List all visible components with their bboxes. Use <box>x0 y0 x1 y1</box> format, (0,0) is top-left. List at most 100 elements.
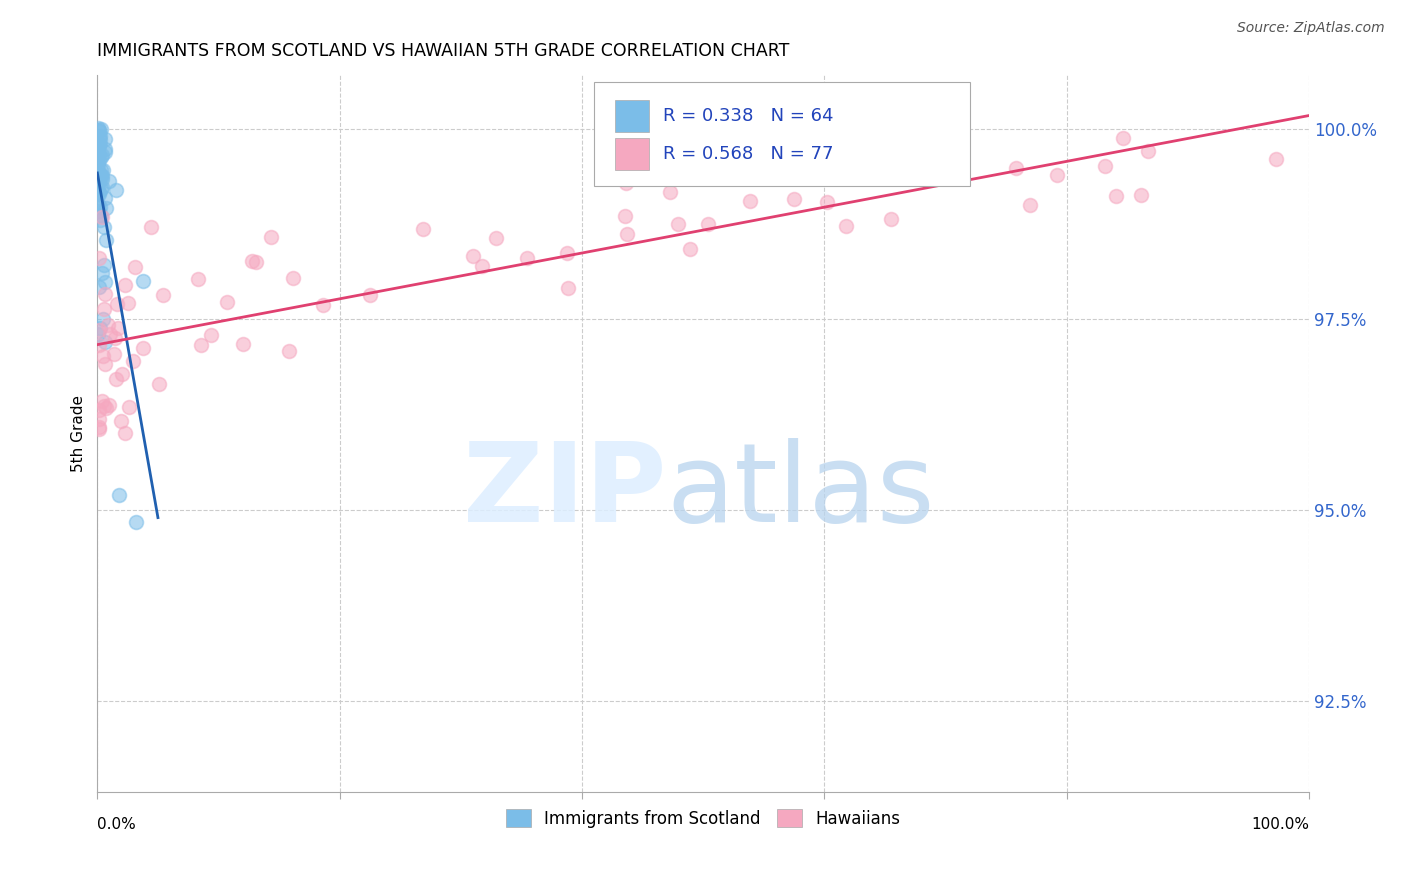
Point <box>89 136 111 151</box>
Point <box>93 335 115 350</box>
Point <box>124 260 146 275</box>
Legend: Immigrants from Scotland, Hawaiians: Immigrants from Scotland, Hawaiians <box>499 803 907 834</box>
Point <box>90 163 112 178</box>
Point <box>118 400 141 414</box>
Point <box>277 343 299 358</box>
Point <box>200 328 222 343</box>
Point <box>86 326 108 341</box>
Point <box>659 185 682 199</box>
Point <box>141 219 163 234</box>
Point <box>93 312 115 326</box>
Point <box>1137 144 1160 158</box>
Point <box>359 287 381 301</box>
Point <box>87 137 110 152</box>
Point <box>89 128 111 143</box>
Point <box>125 515 148 529</box>
Point <box>723 163 745 178</box>
Point <box>87 208 110 222</box>
Point <box>103 347 125 361</box>
Point <box>616 227 638 242</box>
Point <box>114 277 136 292</box>
Point <box>613 210 636 224</box>
Point <box>89 139 111 153</box>
Point <box>87 323 110 337</box>
Point <box>93 143 115 157</box>
Point <box>94 286 117 301</box>
Point <box>114 426 136 441</box>
Point <box>87 252 110 266</box>
Point <box>90 211 112 225</box>
Point <box>87 337 110 351</box>
Point <box>89 321 111 335</box>
Point <box>87 123 110 137</box>
Text: R = 0.568   N = 77: R = 0.568 N = 77 <box>664 145 834 163</box>
Point <box>516 251 538 265</box>
Point <box>86 173 108 187</box>
Point <box>87 129 110 144</box>
Text: 0.0%: 0.0% <box>97 817 136 832</box>
Point <box>1130 188 1153 202</box>
Point <box>1019 198 1042 212</box>
Point <box>87 412 110 426</box>
Point <box>87 197 110 211</box>
Point <box>1094 159 1116 173</box>
Point <box>105 297 128 311</box>
Text: IMMIGRANTS FROM SCOTLAND VS HAWAIIAN 5TH GRADE CORRELATION CHART: IMMIGRANTS FROM SCOTLAND VS HAWAIIAN 5TH… <box>97 42 790 60</box>
Point <box>152 287 174 301</box>
Point <box>89 213 111 227</box>
Point <box>89 185 111 199</box>
Text: Source: ZipAtlas.com: Source: ZipAtlas.com <box>1237 21 1385 35</box>
Point <box>312 298 335 312</box>
Point <box>89 204 111 219</box>
Point <box>132 341 155 355</box>
Point <box>98 327 121 342</box>
Point <box>94 275 117 289</box>
Point <box>91 148 114 162</box>
Point <box>93 258 115 272</box>
Point <box>260 230 283 244</box>
Point <box>94 132 117 146</box>
Point <box>91 163 114 178</box>
Point <box>87 156 110 170</box>
Point <box>217 295 239 310</box>
Point <box>894 150 917 164</box>
Point <box>89 133 111 147</box>
Point <box>90 169 112 184</box>
Point <box>461 249 484 263</box>
Point <box>87 419 110 434</box>
Point <box>93 399 115 413</box>
Point <box>1265 152 1288 166</box>
Point <box>87 402 110 417</box>
Point <box>93 301 115 316</box>
Point <box>97 318 120 332</box>
Point <box>132 274 155 288</box>
Point <box>90 180 112 194</box>
Point <box>1005 161 1028 176</box>
Point <box>87 163 110 178</box>
Point <box>245 254 267 268</box>
Point <box>782 192 804 206</box>
Text: ZIP: ZIP <box>464 438 666 545</box>
Point <box>94 401 117 415</box>
Point <box>117 296 139 310</box>
Point <box>87 170 110 185</box>
Point <box>111 367 134 381</box>
Point <box>232 337 254 351</box>
Point <box>471 259 494 273</box>
Point <box>108 488 131 502</box>
Point <box>89 146 111 161</box>
Point <box>93 219 115 234</box>
Point <box>679 243 702 257</box>
Point <box>187 271 209 285</box>
Point <box>87 153 110 167</box>
Point <box>1105 189 1128 203</box>
Bar <box>614 100 648 132</box>
Point <box>412 221 434 235</box>
FancyBboxPatch shape <box>595 82 970 186</box>
Point <box>86 145 108 160</box>
Point <box>87 137 110 152</box>
Point <box>97 173 120 187</box>
Point <box>148 376 170 391</box>
Point <box>89 173 111 187</box>
Point <box>91 394 114 409</box>
